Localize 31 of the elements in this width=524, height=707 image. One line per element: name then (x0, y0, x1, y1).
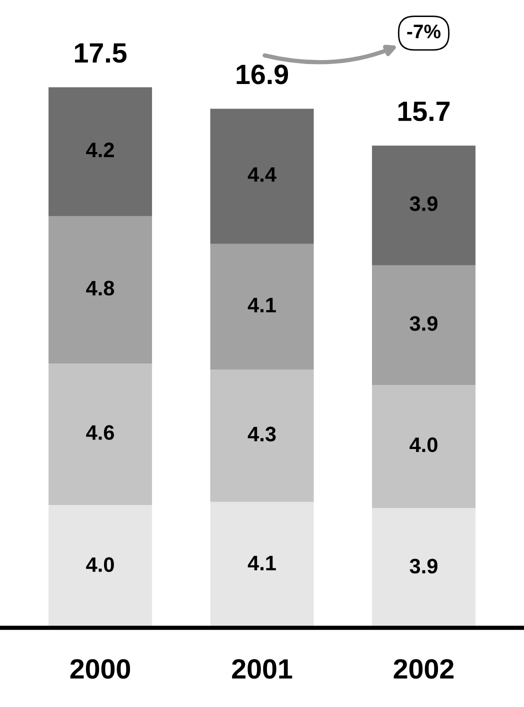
bar (210, 108, 314, 244)
total-label: 17.5 (74, 43, 127, 63)
x-tick-label: 2001 (232, 659, 292, 679)
bar (210, 370, 314, 502)
data-label: 4.1 (248, 556, 276, 570)
data-label: 4.8 (86, 280, 114, 296)
data-label: 3.9 (410, 316, 438, 331)
data-label: 4.0 (410, 437, 438, 452)
data-label: 3.9 (410, 196, 438, 212)
bar (210, 244, 314, 370)
bar (372, 265, 476, 386)
bar (372, 146, 476, 266)
text: -7% (407, 24, 441, 38)
bar (48, 216, 152, 364)
bar (48, 87, 152, 216)
data-label: 4.3 (248, 426, 276, 442)
data-label: 4.1 (248, 298, 276, 312)
bar (48, 364, 152, 505)
data-label: 4.4 (248, 167, 276, 182)
x-tick-label: 2000 (70, 659, 130, 679)
data-label: 4.6 (86, 425, 114, 440)
data-label: 4.0 (86, 557, 114, 572)
bar (372, 508, 476, 628)
bar (48, 504, 152, 628)
bar (210, 502, 314, 628)
x-tick-label: 2002 (394, 659, 454, 679)
total-label: 16.9 (236, 64, 288, 84)
data-label: 4.2 (86, 142, 114, 158)
bar (372, 385, 476, 508)
data-label: 3.9 (410, 558, 438, 574)
total-label: 15.7 (398, 102, 450, 122)
